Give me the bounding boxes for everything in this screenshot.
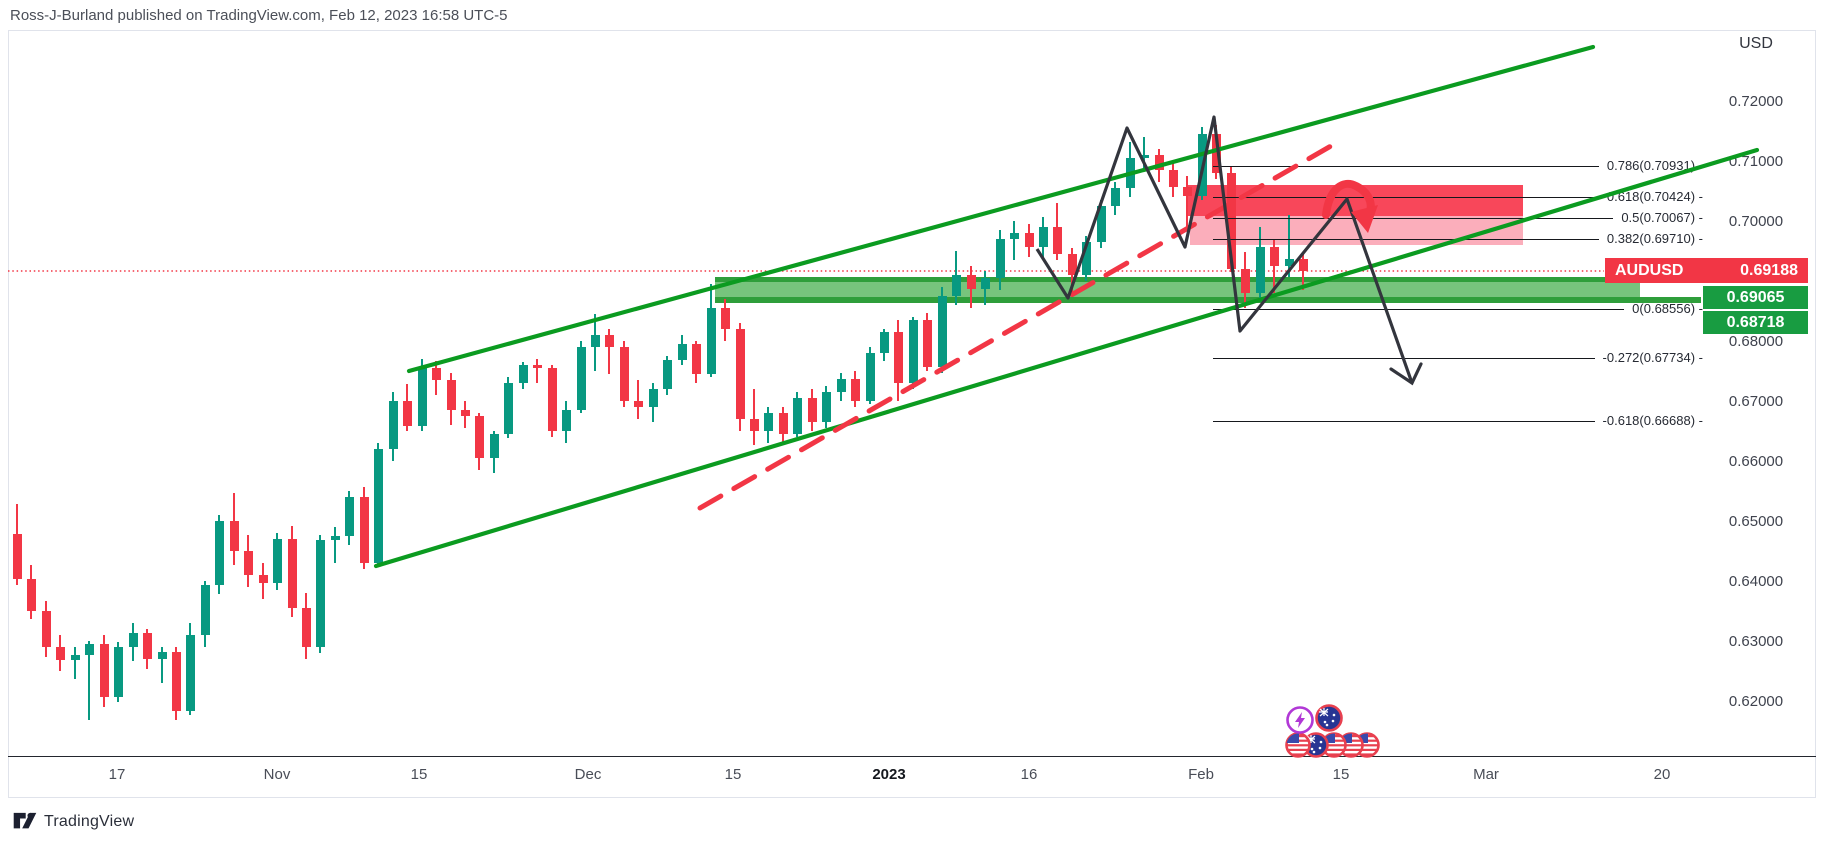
time-tick-label: Feb xyxy=(1188,766,1214,783)
symbol-flag-price: 0.69188 xyxy=(1740,261,1798,279)
candle xyxy=(273,539,282,583)
candle xyxy=(230,521,239,551)
candle xyxy=(114,647,123,697)
candle xyxy=(316,540,325,647)
frame-left xyxy=(8,30,9,797)
symbol-price-flag: AUDUSD 0.69188 xyxy=(1605,258,1808,283)
time-tick-label: Nov xyxy=(263,766,291,783)
candle-wick xyxy=(74,647,76,679)
us-flag-icon[interactable] xyxy=(1285,732,1311,758)
candle xyxy=(244,551,253,575)
candle xyxy=(259,575,268,583)
quote-currency-label: USD xyxy=(1739,35,1773,52)
candle xyxy=(345,497,354,536)
us-flag-icon[interactable] xyxy=(1321,732,1347,758)
time-tick-label: Dec xyxy=(574,766,602,783)
candle xyxy=(42,611,51,647)
candle xyxy=(56,647,65,660)
us-flag-icon[interactable] xyxy=(1338,732,1364,758)
time-tick-label: 15 xyxy=(724,766,742,783)
candle xyxy=(85,644,94,655)
candle xyxy=(13,534,22,579)
candle-wick xyxy=(161,647,163,683)
economic-event-icon[interactable] xyxy=(1286,706,1314,734)
candle xyxy=(201,585,210,635)
candle xyxy=(331,536,340,540)
time-axis-separator xyxy=(8,756,1816,757)
tradingview-logo-text: TradingView xyxy=(44,813,135,830)
publish-byline: Ross-J-Burland published on TradingView.… xyxy=(10,7,508,24)
tradingview-logo[interactable]: TradingView xyxy=(13,811,134,833)
frame-top xyxy=(8,30,1816,31)
candle xyxy=(129,633,138,647)
australia-flag-icon[interactable] xyxy=(1303,732,1329,758)
price-tick-label: 0.72000 xyxy=(1728,93,1784,110)
time-tick-label: 15 xyxy=(1332,766,1350,783)
time-tick-label: Mar xyxy=(1473,766,1499,783)
candle xyxy=(71,655,80,660)
candle xyxy=(143,633,152,659)
price-tick-label: 0.63000 xyxy=(1728,633,1784,650)
time-tick-label: 20 xyxy=(1653,766,1671,783)
time-tick-label: 15 xyxy=(410,766,428,783)
frame-bottom xyxy=(8,797,1816,798)
frame-right xyxy=(1815,30,1816,797)
candle xyxy=(215,521,224,585)
candle xyxy=(172,652,181,711)
candle xyxy=(186,635,195,711)
support-level-flag-upper: 0.69065 xyxy=(1703,286,1808,309)
time-tick-label: 2023 xyxy=(872,766,906,783)
candle xyxy=(100,644,109,697)
support-level-flag-lower: 0.68718 xyxy=(1703,311,1808,334)
candle xyxy=(27,579,36,611)
price-tick-label: 0.64000 xyxy=(1728,573,1784,590)
candle xyxy=(302,608,311,647)
time-tick-label: 17 xyxy=(108,766,126,783)
time-tick-label: 16 xyxy=(1020,766,1038,783)
candle xyxy=(360,497,369,563)
candle xyxy=(288,539,297,608)
candle-wick xyxy=(334,527,336,563)
candle xyxy=(158,652,167,659)
tradingview-icon xyxy=(13,812,37,829)
price-tick-label: 0.62000 xyxy=(1728,693,1784,710)
candle-wick xyxy=(88,641,90,720)
australia-flag-icon[interactable] xyxy=(1315,704,1343,732)
symbol-flag-ticker: AUDUSD xyxy=(1615,261,1684,279)
